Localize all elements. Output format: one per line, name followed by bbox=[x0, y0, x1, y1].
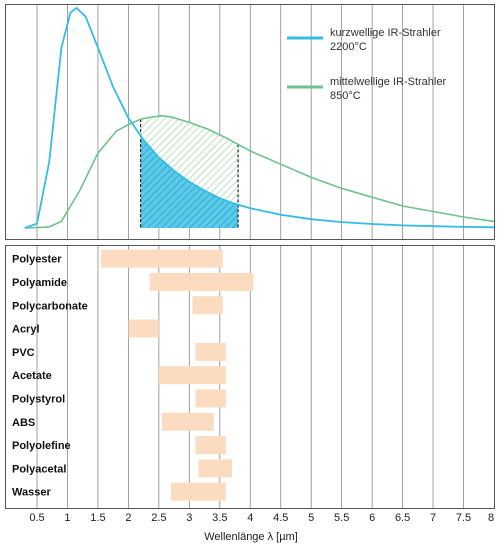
material-label-polyester: Polyester bbox=[12, 254, 62, 266]
highlight-area bbox=[139, 115, 239, 228]
spectrum-gridlines bbox=[36, 5, 464, 239]
x-tick-2: 2 bbox=[125, 512, 131, 524]
curve-mittelwellig bbox=[24, 114, 495, 229]
material-label-polystyrol: Polystyrol bbox=[12, 393, 65, 405]
material-bar-wasser bbox=[171, 482, 226, 501]
x-tick-3.5: 3.5 bbox=[212, 512, 227, 524]
material-bar-acetate bbox=[158, 366, 226, 385]
material-label-polyacetal: Polyacetal bbox=[12, 463, 66, 475]
x-tick-7: 7 bbox=[430, 512, 436, 524]
material-bar-pvc bbox=[195, 342, 226, 361]
material-bars bbox=[100, 249, 254, 501]
legend-label-kurzwellig: kurzwellige IR-Strahler bbox=[330, 27, 441, 39]
x-tick-5: 5 bbox=[308, 512, 314, 524]
x-axis-title: Wellenlänge λ [µm] bbox=[204, 531, 298, 543]
x-tick-2.5: 2.5 bbox=[151, 512, 166, 524]
x-tick-4.5: 4.5 bbox=[273, 512, 288, 524]
material-bar-polyacetal bbox=[198, 459, 232, 478]
material-label-wasser: Wasser bbox=[12, 487, 51, 499]
x-tick-1.5: 1.5 bbox=[90, 512, 105, 524]
legend-temp-kurzwellig: 2200°C bbox=[330, 41, 367, 53]
highlight-kurzwellig-area bbox=[140, 135, 239, 228]
material-bar-polycarbonate bbox=[192, 296, 223, 315]
material-bar-abs bbox=[161, 412, 214, 431]
material-label-abs: ABS bbox=[12, 417, 35, 429]
material-bar-polyolefine bbox=[195, 436, 226, 455]
material-label-polyamide: Polyamide bbox=[12, 277, 67, 289]
material-bar-polystyrol bbox=[195, 389, 226, 408]
x-tick-1: 1 bbox=[64, 512, 70, 524]
curve-kurzwellig bbox=[24, 6, 495, 229]
material-label-acetate: Acetate bbox=[12, 370, 52, 382]
material-label-polycarbonate: Polycarbonate bbox=[12, 300, 88, 312]
legend-label-mittelwellig: mittelwellige IR-Strahler bbox=[330, 76, 446, 88]
x-tick-8: 8 bbox=[488, 512, 494, 524]
material-labels: Polyester Polyamide Polycarbonate Acryl PVC A… bbox=[12, 254, 88, 499]
material-label-pvc: PVC bbox=[12, 347, 35, 359]
material-bar-polyester bbox=[100, 249, 223, 268]
material-label-acryl: Acryl bbox=[12, 324, 40, 336]
x-tick-6.5: 6.5 bbox=[395, 512, 410, 524]
x-tick-0.5: 0.5 bbox=[29, 512, 44, 524]
material-bar-polyamide bbox=[149, 272, 254, 291]
legend-temp-mittelwellig: 850°C bbox=[330, 90, 361, 102]
x-axis-ticks: 0.5 1 1.5 2 2.5 3 3.5 4 4.5 5 5.5 6 6.5 7 7.5 8 bbox=[29, 512, 494, 524]
x-tick-3: 3 bbox=[186, 512, 192, 524]
x-tick-4: 4 bbox=[247, 512, 253, 524]
x-tick-6: 6 bbox=[369, 512, 375, 524]
x-tick-5.5: 5.5 bbox=[334, 512, 349, 524]
spectrum-curves bbox=[24, 6, 495, 229]
spectrum-panel-frame bbox=[5, 4, 495, 240]
material-label-polyolefine: Polyolefine bbox=[12, 440, 71, 452]
materials-panel-frame bbox=[5, 245, 495, 509]
legend: kurzwellige IR-Strahler 2200°C mittelwel… bbox=[287, 27, 446, 102]
x-tick-7.5: 7.5 bbox=[456, 512, 471, 524]
material-bar-acryl bbox=[128, 319, 159, 338]
